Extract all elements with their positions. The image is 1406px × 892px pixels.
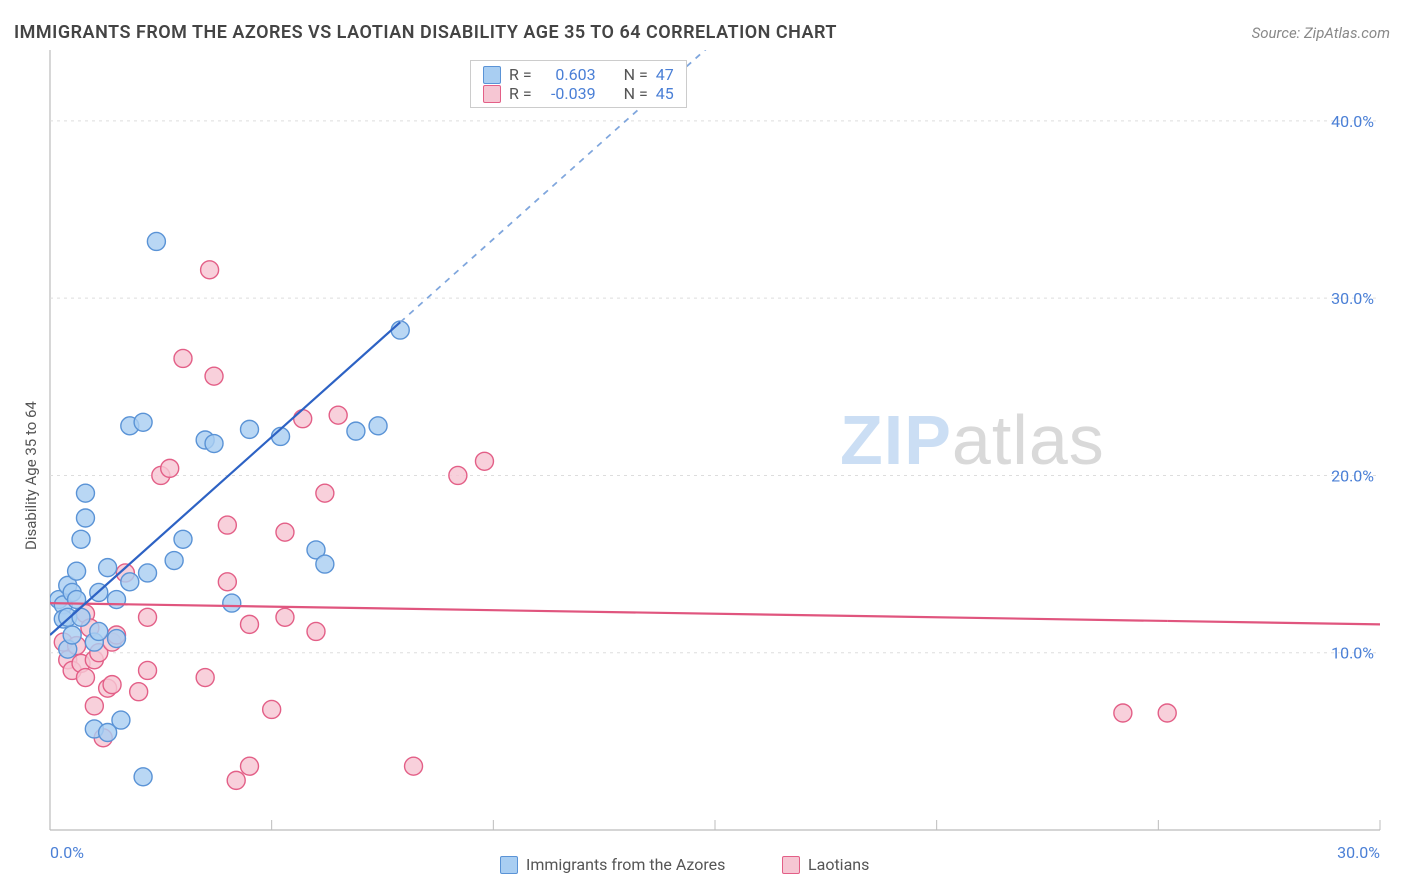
stats-r-label: R = xyxy=(509,84,532,103)
stats-r-value-blue: 0.603 xyxy=(540,65,596,84)
legend-blue: Immigrants from the Azores xyxy=(500,855,725,874)
svg-text:0.0%: 0.0% xyxy=(50,843,84,862)
stats-swatch-blue xyxy=(483,66,501,84)
stats-n-label: N = xyxy=(624,84,648,103)
stats-r-label: R = xyxy=(509,65,532,84)
scatter-chart: 10.0% 20.0% 30.0% 40.0% 0.0% 30.0% xyxy=(0,0,1406,892)
stats-row-pink: R = -0.039 N = 45 xyxy=(483,84,674,103)
legend-label-pink: Laotians xyxy=(808,855,869,874)
svg-text:30.0%: 30.0% xyxy=(1331,289,1374,308)
legend-swatch-blue xyxy=(500,856,518,874)
stats-n-value-blue: 47 xyxy=(656,65,674,84)
svg-text:40.0%: 40.0% xyxy=(1331,112,1374,131)
stats-n-value-pink: 45 xyxy=(656,84,674,103)
legend-pink: Laotians xyxy=(782,855,869,874)
stats-n-label: N = xyxy=(624,65,648,84)
correlation-stats-box: R = 0.603 N = 47 R = -0.039 N = 45 xyxy=(470,60,687,108)
legend-swatch-pink xyxy=(782,856,800,874)
stats-swatch-pink xyxy=(483,85,501,103)
svg-text:30.0%: 30.0% xyxy=(1337,843,1380,862)
stats-row-blue: R = 0.603 N = 47 xyxy=(483,65,674,84)
svg-text:20.0%: 20.0% xyxy=(1331,466,1374,485)
legend-label-blue: Immigrants from the Azores xyxy=(526,855,725,874)
stats-r-value-pink: -0.039 xyxy=(540,84,596,103)
svg-text:10.0%: 10.0% xyxy=(1331,644,1374,663)
